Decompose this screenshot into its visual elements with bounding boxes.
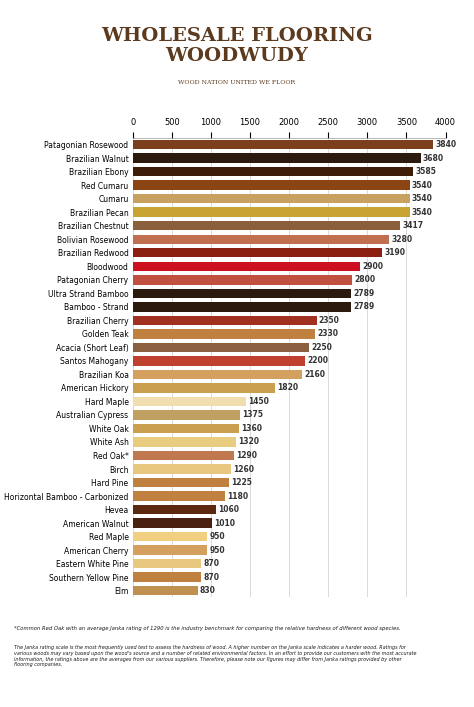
Text: 3540: 3540 [412,208,433,217]
Text: 3585: 3585 [415,167,437,176]
Text: 3540: 3540 [412,194,433,203]
Bar [133,423,239,433]
Text: 1010: 1010 [214,518,235,527]
Text: *Common Red Oak with an average Janka rating of 1290 is the industry benchmark f: *Common Red Oak with an average Janka ra… [14,626,401,631]
Bar [133,302,351,312]
Text: WOOD NATION UNITED WE FLOOR: WOOD NATION UNITED WE FLOOR [178,80,296,86]
Bar [133,397,246,406]
Text: 3190: 3190 [384,248,406,257]
Text: 2350: 2350 [319,316,340,325]
Bar [133,153,420,163]
Text: 950: 950 [210,532,225,541]
Bar [133,370,301,379]
Text: 2800: 2800 [354,275,375,284]
Text: 1180: 1180 [228,491,248,501]
Text: HARDWOOD & BAMBOO JANKA RATINGS: HARDWOOD & BAMBOO JANKA RATINGS [80,105,394,118]
Text: 3280: 3280 [392,235,413,244]
Bar [133,329,315,339]
Text: 2789: 2789 [353,288,374,298]
Bar [133,451,234,460]
Text: 1290: 1290 [236,451,257,460]
Text: 2789: 2789 [353,303,374,311]
Text: 1260: 1260 [234,464,255,474]
Bar [133,235,389,244]
Text: 1060: 1060 [218,505,239,514]
Bar [133,586,198,595]
Bar [133,288,351,298]
Bar [133,573,201,582]
Text: 2330: 2330 [317,329,338,339]
Text: 1320: 1320 [238,438,259,447]
Text: 2200: 2200 [307,356,328,366]
Bar [133,356,305,366]
Bar [133,207,410,217]
Bar [133,478,228,487]
Text: WHOLESALE FLOORING
WOODWUDY: WHOLESALE FLOORING WOODWUDY [101,27,373,65]
Bar [133,180,410,190]
Bar [133,275,352,284]
Text: 1820: 1820 [277,383,299,392]
Bar [133,383,275,392]
Bar [133,315,317,325]
Bar [133,262,360,271]
Bar [133,464,231,474]
Text: 870: 870 [203,559,219,568]
Text: 1360: 1360 [241,424,263,433]
Bar [133,140,433,149]
Bar [133,559,201,568]
Text: 1375: 1375 [243,411,264,419]
Bar [133,248,382,257]
Bar [133,410,240,420]
Text: 2900: 2900 [362,262,383,271]
Bar [133,505,216,514]
Text: 3540: 3540 [412,181,433,189]
Bar [133,167,413,176]
Bar [133,343,309,352]
Bar [133,518,212,528]
Text: 3417: 3417 [402,221,423,230]
Text: 1225: 1225 [231,478,252,487]
Bar [133,532,207,542]
Text: The Janka rating scale is the most frequently used test to assess the hardness o: The Janka rating scale is the most frequ… [14,645,417,667]
Bar [133,194,410,204]
Bar [133,545,207,555]
Bar [133,491,225,501]
Text: 950: 950 [210,546,225,554]
Text: 3680: 3680 [423,153,444,163]
Bar [133,221,400,230]
Text: 2160: 2160 [304,370,325,379]
Bar [133,437,236,447]
Text: 1450: 1450 [248,397,269,406]
Text: 3840: 3840 [436,140,456,149]
Text: 2250: 2250 [311,343,332,352]
Text: 870: 870 [203,573,219,582]
Text: 830: 830 [200,586,216,595]
